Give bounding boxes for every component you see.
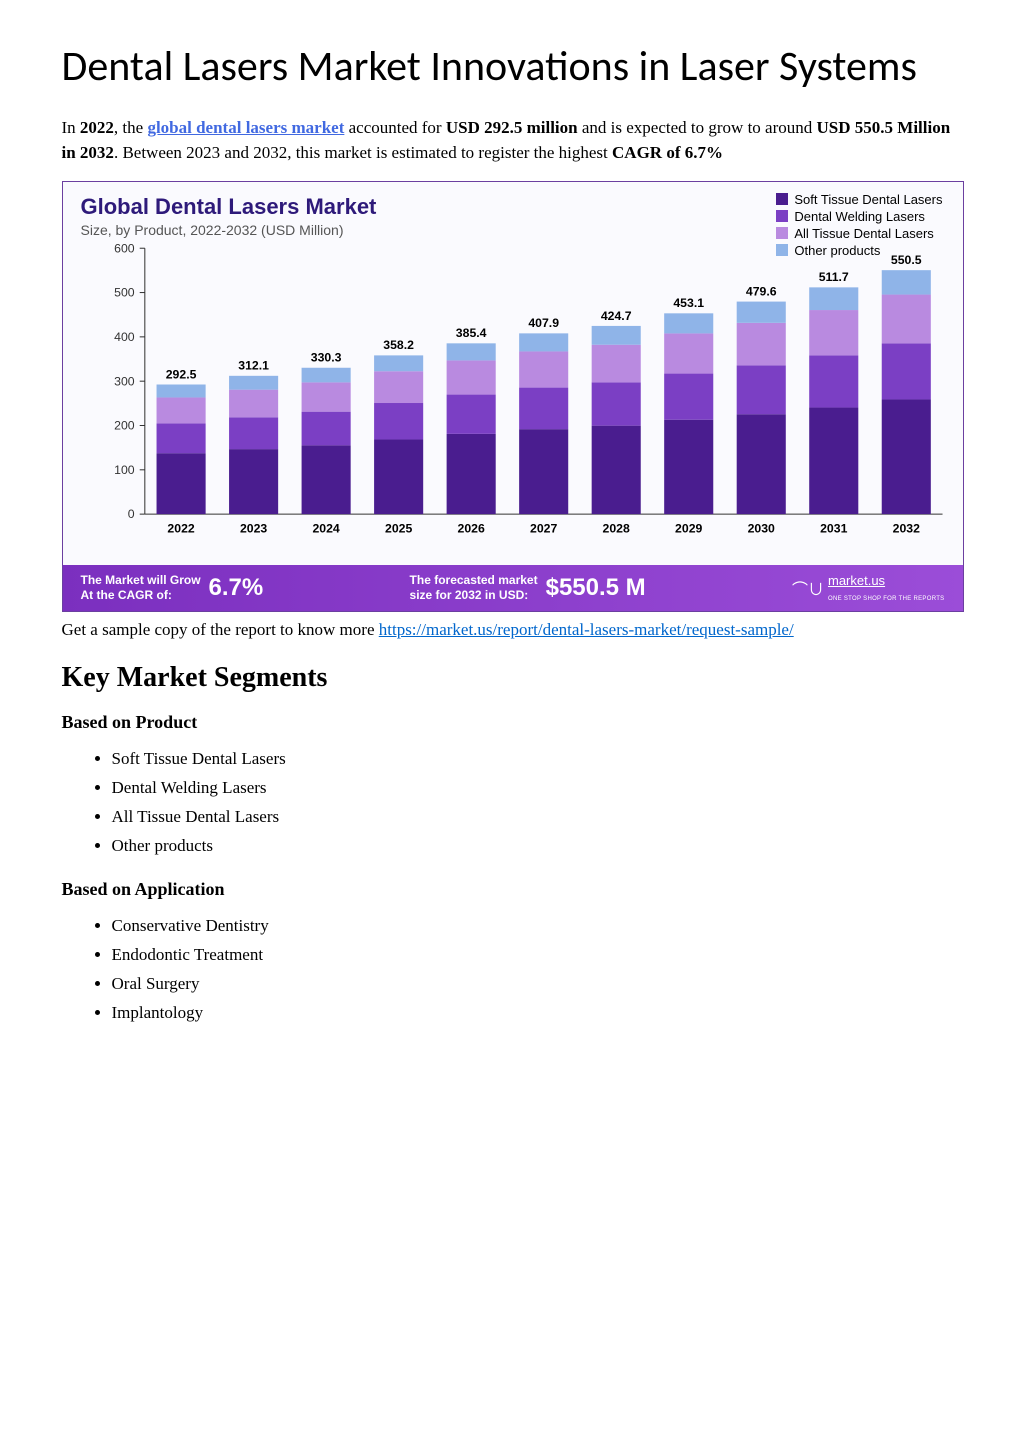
legend-item: Dental Welding Lasers (776, 209, 942, 224)
segments-heading: Key Market Segments (62, 662, 962, 694)
svg-text:100: 100 (114, 462, 135, 476)
legend-swatch (776, 227, 788, 239)
svg-text:2022: 2022 (167, 521, 194, 535)
year-value: 2022 (80, 118, 114, 137)
logo-icon: ⌒∪ (792, 576, 824, 600)
stacked-bar-chart: 0 100 200 300 400 500 600 292.5 2022 312.1 2023 330… (63, 238, 963, 565)
cagr-value: CAGR of 6.7% (612, 143, 723, 162)
svg-text:2023: 2023 (239, 521, 266, 535)
svg-text:453.1: 453.1 (673, 296, 704, 310)
list-item: Soft Tissue Dental Lasers (112, 745, 962, 774)
brand-logo: ⌒∪ market.us ONE STOP SHOP FOR THE REPOR… (792, 573, 945, 603)
svg-text:2031: 2031 (820, 521, 847, 535)
svg-text:400: 400 (114, 330, 135, 344)
page-title: Dental Lasers Market Innovations in Lase… (62, 40, 962, 95)
application-list: Conservative DentistryEndodontic Treatme… (62, 912, 962, 1028)
svg-text:330.3: 330.3 (310, 350, 341, 364)
value-2022: USD 292.5 million (446, 118, 578, 137)
svg-text:407.9: 407.9 (528, 316, 559, 330)
svg-text:2032: 2032 (892, 521, 919, 535)
svg-text:2024: 2024 (312, 521, 339, 535)
text: . Between 2023 and 2032, this market is … (114, 143, 612, 162)
svg-text:2026: 2026 (457, 521, 484, 535)
svg-text:2030: 2030 (747, 521, 774, 535)
application-heading: Based on Application (62, 879, 962, 900)
legend-item: Soft Tissue Dental Lasers (776, 192, 942, 207)
legend-label: Other products (794, 243, 880, 258)
chart-legend: Soft Tissue Dental Lasers Dental Welding … (776, 192, 942, 260)
sample-link[interactable]: https://market.us/report/dental-lasers-m… (379, 620, 794, 639)
banner-label: The forecasted market (410, 573, 538, 587)
intro-paragraph: In 2022, the global dental lasers market… (62, 115, 962, 166)
banner-forecast-value: $550.5 M (546, 574, 646, 602)
svg-text:312.1: 312.1 (238, 358, 269, 372)
legend-swatch (776, 244, 788, 256)
svg-text:500: 500 (114, 285, 135, 299)
logo-text: market.us (828, 573, 885, 588)
svg-text:424.7: 424.7 (600, 308, 631, 322)
text: and is expected to grow to around (578, 118, 817, 137)
legend-swatch (776, 210, 788, 222)
svg-text:292.5: 292.5 (165, 367, 196, 381)
svg-text:385.4: 385.4 (455, 326, 486, 340)
list-item: Oral Surgery (112, 970, 962, 999)
banner-cagr: 6.7% (209, 574, 264, 602)
market-link[interactable]: global dental lasers market (147, 118, 344, 137)
banner-label: size for 2032 in USD: (410, 588, 538, 602)
list-item: Implantology (112, 999, 962, 1028)
sample-caption: Get a sample copy of the report to know … (62, 617, 962, 643)
text: In (62, 118, 80, 137)
chart-banner: The Market will Grow At the CAGR of: 6.7… (63, 565, 963, 611)
svg-text:511.7: 511.7 (818, 270, 848, 284)
svg-text:0: 0 (127, 507, 134, 521)
svg-text:2028: 2028 (602, 521, 629, 535)
svg-text:2025: 2025 (384, 521, 411, 535)
legend-item: Other products (776, 243, 942, 258)
list-item: Endodontic Treatment (112, 941, 962, 970)
svg-text:2029: 2029 (675, 521, 702, 535)
list-item: All Tissue Dental Lasers (112, 803, 962, 832)
legend-label: All Tissue Dental Lasers (794, 226, 933, 241)
banner-label: The Market will Grow (81, 573, 201, 587)
logo-tagline: ONE STOP SHOP FOR THE REPORTS (828, 596, 945, 602)
svg-text:358.2: 358.2 (383, 338, 414, 352)
text: accounted for (344, 118, 445, 137)
text: Get a sample copy of the report to know … (62, 620, 379, 639)
svg-text:600: 600 (114, 241, 135, 255)
legend-label: Soft Tissue Dental Lasers (794, 192, 942, 207)
chart-container: Global Dental Lasers Market Size, by Pro… (62, 181, 964, 612)
product-heading: Based on Product (62, 712, 962, 733)
list-item: Conservative Dentistry (112, 912, 962, 941)
legend-item: All Tissue Dental Lasers (776, 226, 942, 241)
legend-swatch (776, 193, 788, 205)
legend-label: Dental Welding Lasers (794, 209, 925, 224)
svg-text:200: 200 (114, 418, 135, 432)
product-list: Soft Tissue Dental LasersDental Welding … (62, 745, 962, 861)
list-item: Dental Welding Lasers (112, 774, 962, 803)
text: , the (114, 118, 148, 137)
list-item: Other products (112, 832, 962, 861)
banner-label: At the CAGR of: (81, 588, 201, 602)
svg-text:479.6: 479.6 (745, 284, 776, 298)
svg-text:300: 300 (114, 374, 135, 388)
svg-text:2027: 2027 (530, 521, 557, 535)
